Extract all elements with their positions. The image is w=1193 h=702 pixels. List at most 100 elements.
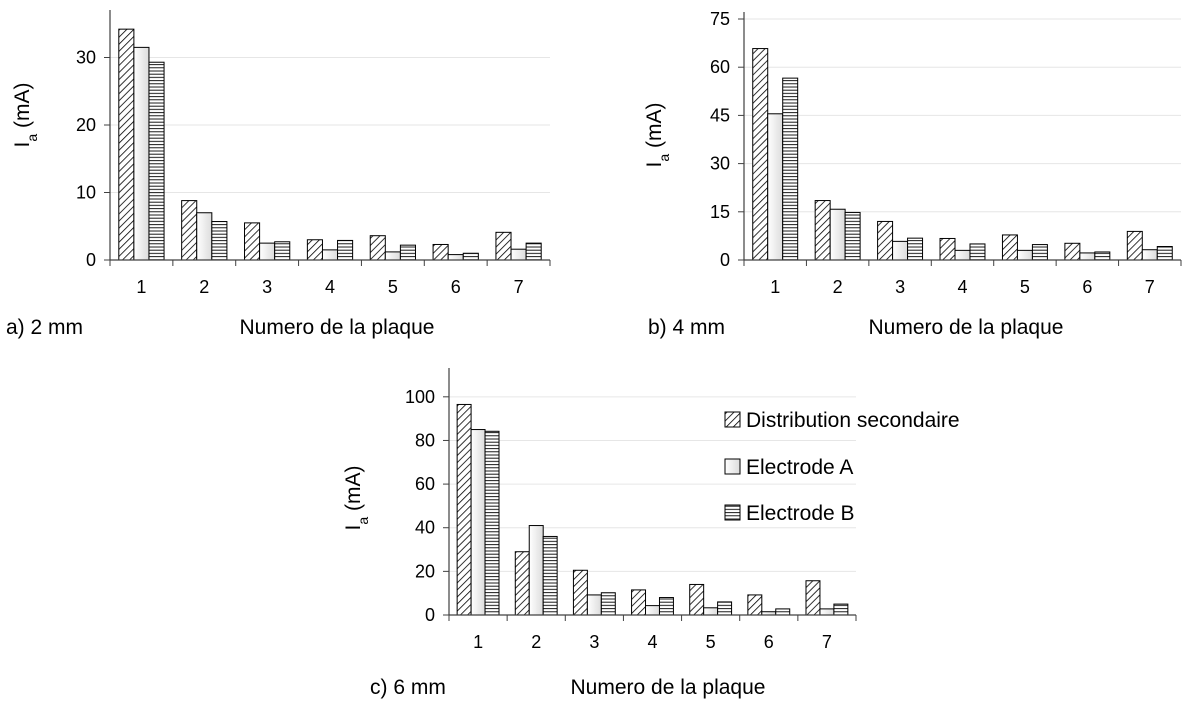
bar-electrode-a-plaque-2 <box>528 525 544 616</box>
x-tick-label: 4 <box>647 632 657 652</box>
bar-distribution-secondaire-plaque-5 <box>369 235 386 261</box>
axes <box>738 12 1182 266</box>
bar-electrode-b-plaque-1 <box>484 430 500 616</box>
x-axis-label: Numero de la plaque <box>240 316 435 339</box>
legend-label: Electrode A <box>746 456 853 479</box>
bar-electrode-b-plaque-6 <box>775 608 791 616</box>
bar-distribution-secondaire-plaque-5 <box>689 583 705 616</box>
bar-distribution-secondaire-plaque-7 <box>805 580 821 616</box>
bar-electrode-b-plaque-6 <box>462 252 479 261</box>
bar-electrode-b-plaque-5 <box>717 601 733 616</box>
x-axis-label: Numero de la plaque <box>571 676 766 699</box>
bar-distribution-secondaire-plaque-1 <box>118 28 135 261</box>
bar-electrode-a-plaque-2 <box>829 208 846 261</box>
y-tick-label: 80 <box>415 430 435 450</box>
bar-electrode-b-plaque-3 <box>274 241 291 261</box>
bar-distribution-secondaire-plaque-3 <box>572 569 588 616</box>
bar-electrode-b-plaque-7 <box>1156 246 1173 261</box>
x-tick-label: 4 <box>957 277 967 297</box>
chart-panel-a: 0 10 20 30 1 2 3 4 5 6 7 Ia (mA) a) 2 mm Numero d… <box>6 10 551 339</box>
y-tick-label: 0 <box>720 250 730 270</box>
x-tick-labels: 1 2 3 4 5 6 7 <box>136 277 523 297</box>
legend-swatch-electrode-b <box>724 504 741 521</box>
bar-electrode-b-plaque-1 <box>782 77 799 261</box>
bar-electrode-b-plaque-7 <box>833 603 849 616</box>
y-tick-label: 15 <box>710 202 730 222</box>
x-tick-label: 3 <box>895 277 905 297</box>
y-tick-label: 60 <box>710 57 730 77</box>
y-tick-label: 20 <box>415 561 435 581</box>
bar-electrode-b-plaque-2 <box>844 211 861 261</box>
y-tick-label: 30 <box>76 48 96 68</box>
x-tick-label: 3 <box>589 632 599 652</box>
bar-electrode-a-plaque-3 <box>892 240 909 261</box>
bar-electrode-a-plaque-2 <box>196 212 213 261</box>
bar-distribution-secondaire-plaque-1 <box>752 48 769 261</box>
bar-electrode-a-plaque-5 <box>703 607 719 616</box>
y-tick-label: 100 <box>405 387 435 407</box>
bar-electrode-a-plaque-1 <box>470 429 486 616</box>
bar-distribution-secondaire-plaque-5 <box>1001 234 1018 261</box>
x-tick-label: 7 <box>1145 277 1155 297</box>
bar-distribution-secondaire-plaque-4 <box>939 237 956 261</box>
bar-distribution-secondaire-plaque-7 <box>495 231 512 261</box>
bar-electrode-b-plaque-4 <box>969 243 986 261</box>
x-tick-label: 2 <box>199 277 209 297</box>
y-tick-labels: 0 15 30 45 60 75 <box>710 9 730 270</box>
y-tick-label: 40 <box>415 518 435 538</box>
bar-distribution-secondaire-plaque-7 <box>1126 230 1143 261</box>
y-axis-label: Ia (mA) <box>643 103 672 168</box>
x-tick-label: 2 <box>531 632 541 652</box>
bar-distribution-secondaire-plaque-6 <box>1064 242 1081 261</box>
bar-electrode-a-plaque-1 <box>767 113 784 261</box>
x-tick-label: 7 <box>514 277 524 297</box>
bars <box>456 403 849 616</box>
gridlines <box>110 57 550 193</box>
panel-label: b) 4 mm <box>648 316 725 339</box>
x-tick-label: 6 <box>451 277 461 297</box>
y-axis-label: Ia (mA) <box>342 466 371 531</box>
y-tick-label: 0 <box>425 605 435 625</box>
bar-electrode-b-plaque-2 <box>542 535 558 616</box>
bar-electrode-a-plaque-5 <box>1016 249 1033 261</box>
y-tick-labels: 0 20 40 60 80 100 <box>405 387 435 625</box>
bar-electrode-b-plaque-5 <box>399 244 416 261</box>
bar-electrode-b-plaque-5 <box>1031 244 1048 261</box>
bar-distribution-secondaire-plaque-3 <box>877 220 894 261</box>
x-tick-label: 7 <box>822 632 832 652</box>
x-axis-label: Numero de la plaque <box>869 316 1064 339</box>
x-tick-label: 2 <box>833 277 843 297</box>
x-tick-label: 4 <box>325 277 335 297</box>
y-tick-label: 20 <box>76 115 96 135</box>
x-tick-labels: 1 2 3 4 5 6 7 <box>770 277 1155 297</box>
legend: Distribution secondaire Electrode A Elec… <box>724 409 960 525</box>
y-tick-labels: 0 10 20 30 <box>76 48 96 271</box>
bar-electrode-b-plaque-3 <box>600 592 616 616</box>
bar-electrode-b-plaque-6 <box>1094 251 1111 261</box>
axes <box>104 10 551 266</box>
bar-distribution-secondaire-plaque-2 <box>814 200 831 261</box>
x-tick-label: 1 <box>473 632 483 652</box>
y-tick-label: 60 <box>415 474 435 494</box>
legend-swatch-electrode-a <box>724 458 741 475</box>
bar-electrode-b-plaque-2 <box>211 221 228 261</box>
bar-distribution-secondaire-plaque-6 <box>432 243 449 261</box>
bar-electrode-b-plaque-7 <box>525 242 542 261</box>
bar-electrode-a-plaque-1 <box>133 46 150 261</box>
x-tick-labels: 1 2 3 4 5 6 7 <box>473 632 832 652</box>
y-tick-label: 30 <box>710 154 730 174</box>
bar-electrode-a-plaque-4 <box>321 249 339 261</box>
bar-distribution-secondaire-plaque-2 <box>514 551 530 616</box>
bar-electrode-a-plaque-7 <box>510 248 527 261</box>
bar-distribution-secondaire-plaque-2 <box>181 200 198 261</box>
y-tick-label: 10 <box>76 183 96 203</box>
panel-label: a) 2 mm <box>6 316 83 339</box>
y-axis-label: Ia (mA) <box>11 83 40 148</box>
bar-electrode-a-plaque-5 <box>384 251 401 261</box>
bar-electrode-b-plaque-4 <box>337 239 354 261</box>
bar-distribution-secondaire-plaque-4 <box>306 239 323 261</box>
chart-panel-c: 0 20 40 60 80 100 1 2 3 4 5 6 7 Ia (mA) c) 6 mm Num… <box>342 368 960 699</box>
bar-electrode-a-plaque-7 <box>1141 249 1158 261</box>
legend-label: Distribution secondaire <box>746 409 960 432</box>
x-tick-label: 3 <box>262 277 272 297</box>
